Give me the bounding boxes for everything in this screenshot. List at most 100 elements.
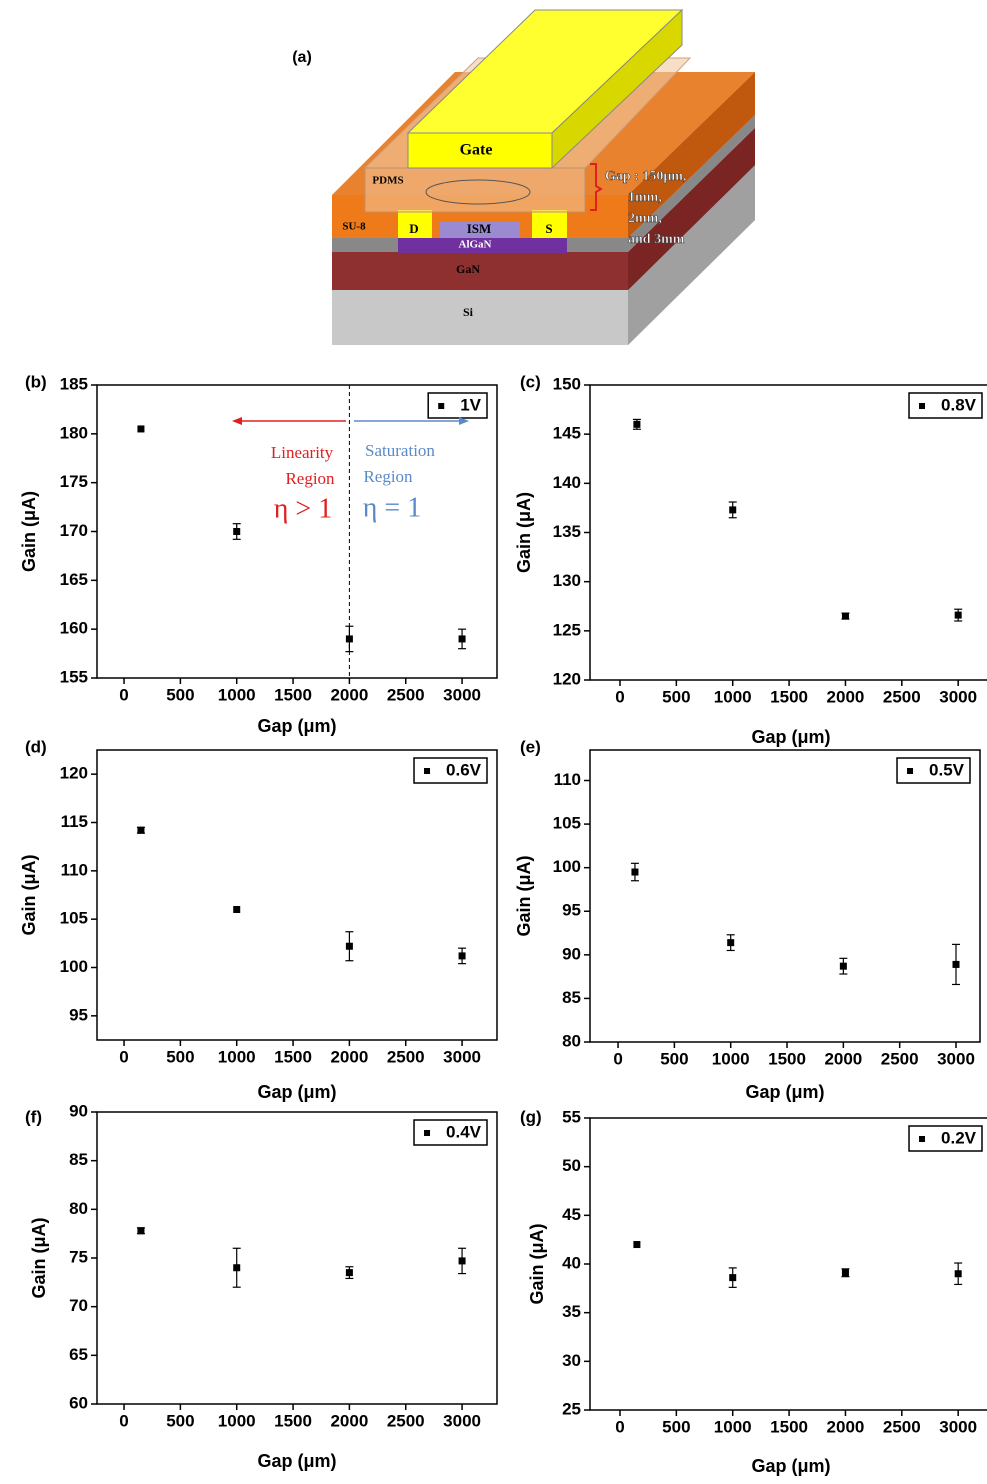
arrow-head <box>459 417 469 425</box>
panel-label: (e) <box>520 737 541 756</box>
x-tick-label: 500 <box>166 1411 194 1430</box>
y-tick-label: 45 <box>562 1205 581 1224</box>
gap-line: and 3mm <box>628 232 685 247</box>
panel-label: (c) <box>520 372 541 391</box>
x-axis-title: Gap (μm) <box>257 1451 336 1471</box>
legend-label: 1V <box>460 395 481 414</box>
y-tick-label: 105 <box>60 909 88 928</box>
legend: 0.2V <box>908 1125 983 1152</box>
legend: 0.6V <box>413 757 488 784</box>
data-point <box>458 952 466 960</box>
legend-marker <box>424 1130 431 1136</box>
panel-label: (d) <box>25 737 47 756</box>
y-tick-label: 125 <box>553 620 581 639</box>
x-tick-label: 500 <box>660 1049 688 1068</box>
x-tick-label: 1500 <box>274 1047 312 1066</box>
x-tick-label: 2500 <box>881 1049 919 1068</box>
legend-marker <box>438 403 445 409</box>
y-tick-label: 165 <box>60 570 88 589</box>
gap-brace <box>590 163 603 211</box>
y-tick-label: 185 <box>60 374 88 393</box>
gate-side <box>551 8 683 170</box>
y-tick-label: 115 <box>61 812 88 831</box>
data-point <box>727 939 735 947</box>
device-diagram: (a) Gate PDMS SU-8 D ISM S AlGaN GaN Si … <box>292 8 755 345</box>
y-tick-label: 80 <box>69 1199 88 1218</box>
y-tick-label: 105 <box>553 814 581 833</box>
su8-side <box>628 72 755 238</box>
annotation: η = 1 <box>363 492 421 523</box>
panel-label: (b) <box>25 372 47 391</box>
drain-label: D <box>409 221 418 236</box>
x-tick-label: 500 <box>662 687 690 706</box>
y-axis-title: Gain (μA) <box>514 855 534 936</box>
gate-front <box>407 132 553 169</box>
x-tick-label: 3000 <box>939 687 977 706</box>
legend-label: 0.6V <box>446 760 482 779</box>
x-tick-label: 2500 <box>387 1047 425 1066</box>
x-tick-label: 1000 <box>714 687 752 706</box>
si-side <box>628 165 755 345</box>
gap-line: Gap : 150μm, <box>605 169 686 184</box>
chart-panel: (g) 25 30 35 40 45 50 55 0 500 1000 1500 2000 2500 300… <box>520 1107 987 1476</box>
y-tick-label: 110 <box>554 770 581 789</box>
pdms-label: PDMS <box>372 175 403 187</box>
y-tick-label: 50 <box>562 1156 581 1175</box>
x-tick-label: 1000 <box>218 1411 256 1430</box>
data-point <box>633 1241 641 1249</box>
well-ellipse <box>425 179 531 205</box>
legend: 1V <box>427 392 488 419</box>
y-axis-title: Gain (μA) <box>19 854 39 935</box>
data-point <box>954 1270 962 1278</box>
legend-label: 0.5V <box>929 760 965 779</box>
data-point <box>458 635 466 643</box>
legend-label: 0.8V <box>941 395 977 414</box>
x-axis-title: Gap (μm) <box>745 1082 824 1102</box>
x-tick-label: 1500 <box>768 1049 806 1068</box>
x-tick-label: 0 <box>119 1411 128 1430</box>
data-point <box>729 506 737 514</box>
y-tick-label: 95 <box>69 1005 88 1024</box>
y-tick-label: 135 <box>553 522 581 541</box>
y-tick-label: 170 <box>60 521 88 540</box>
y-axis-title: Gain (μA) <box>29 1217 49 1298</box>
x-tick-label: 0 <box>615 687 624 706</box>
x-tick-label: 1000 <box>714 1417 752 1436</box>
plot-frame <box>96 384 498 679</box>
data-point <box>841 612 849 620</box>
algan-strip <box>398 238 567 253</box>
x-tick-label: 2500 <box>883 1417 921 1436</box>
drain-block <box>398 210 432 238</box>
y-tick-label: 140 <box>553 473 581 492</box>
gan-side <box>628 128 755 290</box>
legend-marker <box>907 768 914 774</box>
y-tick-label: 55 <box>562 1107 581 1126</box>
annotation: Saturation <box>365 441 435 460</box>
data-point <box>841 1269 849 1277</box>
x-tick-label: 1000 <box>218 1047 256 1066</box>
x-tick-label: 3000 <box>443 1047 481 1066</box>
x-tick-label: 2000 <box>330 685 368 704</box>
y-tick-label: 130 <box>553 571 581 590</box>
data-point <box>137 425 145 433</box>
x-tick-label: 1000 <box>712 1049 750 1068</box>
source-label: S <box>545 221 552 236</box>
y-tick-label: 110 <box>61 860 88 879</box>
y-tick-label: 120 <box>553 669 581 688</box>
annotation: η > 1 <box>274 493 332 524</box>
plot-frame <box>589 384 987 681</box>
plot-frame <box>96 749 498 1041</box>
y-tick-label: 90 <box>69 1101 88 1120</box>
x-axis-title: Gap (μm) <box>257 1082 336 1102</box>
legend-label: 0.2V <box>941 1128 977 1147</box>
x-tick-label: 0 <box>119 685 128 704</box>
gap-line: 1mm, <box>628 190 662 205</box>
legend-marker <box>919 403 926 409</box>
x-axis-title: Gap (μm) <box>257 716 336 736</box>
x-tick-label: 3000 <box>443 1411 481 1430</box>
su8-label: SU-8 <box>342 221 366 233</box>
x-tick-label: 500 <box>166 1047 194 1066</box>
x-tick-label: 2000 <box>330 1047 368 1066</box>
y-tick-label: 65 <box>69 1345 88 1364</box>
